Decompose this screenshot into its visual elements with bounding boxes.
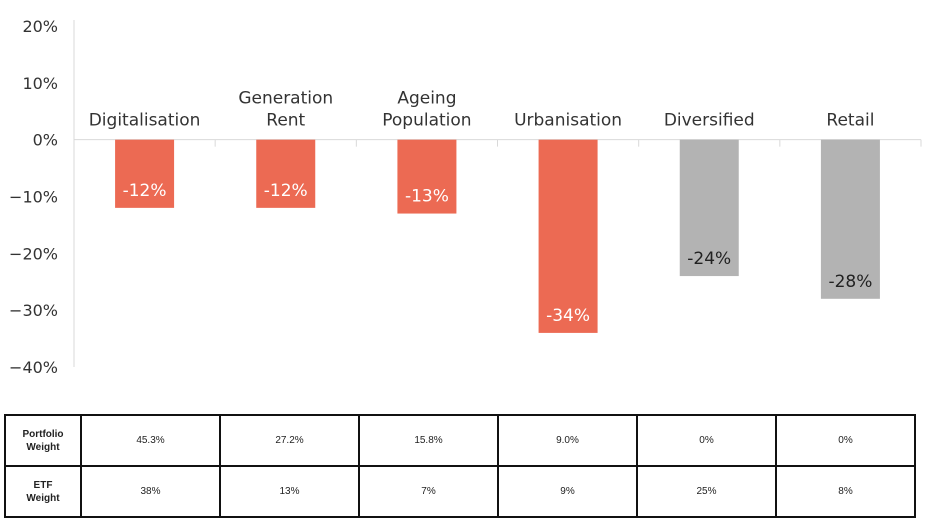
row-header-line: Portfolio	[22, 428, 64, 440]
y-tick-label: −20%	[9, 244, 58, 263]
table-cell: 13%	[219, 465, 360, 518]
row-header-line: Weight	[26, 441, 60, 453]
category-label: Retail	[826, 111, 874, 131]
data-label: -12%	[264, 181, 308, 201]
table-cell: 27.2%	[219, 414, 360, 467]
data-label: -34%	[546, 306, 590, 326]
table-cell: 9.0%	[497, 414, 638, 467]
bar	[115, 139, 175, 208]
bar	[820, 139, 880, 299]
table-cell: 0%	[775, 414, 916, 467]
category-label: Rent	[266, 111, 305, 131]
table-cell: 25%	[636, 465, 777, 518]
category-label: Urbanisation	[514, 111, 622, 131]
category-label: Diversified	[664, 111, 755, 131]
category-label: Population	[382, 111, 471, 131]
row-header-line: Weight	[26, 492, 60, 504]
table-cell: 15.8%	[358, 414, 499, 467]
bar	[397, 139, 457, 214]
row-header-line: ETF	[33, 479, 53, 491]
bar	[538, 139, 598, 333]
data-label: -24%	[687, 249, 731, 269]
y-tick-label: −30%	[9, 301, 58, 320]
table-row: Portfolio Weight 45.3% 27.2% 15.8% 9.0% …	[4, 414, 916, 467]
table-cell: 8%	[775, 465, 916, 518]
table-cell: 38%	[80, 465, 221, 518]
table-cell: 0%	[636, 414, 777, 467]
row-header: Portfolio Weight	[4, 414, 82, 467]
table-cell: 45.3%	[80, 414, 221, 467]
bar	[679, 139, 739, 277]
y-tick-label: −40%	[9, 358, 58, 377]
category-label: Generation	[238, 89, 333, 109]
table-row: ETF Weight 38% 13% 7% 9% 25% 8%	[4, 465, 916, 518]
y-tick-label: 10%	[22, 74, 58, 93]
y-tick-label: −10%	[9, 188, 58, 207]
category-label: Ageing	[397, 89, 456, 109]
bar-chart: 20% 10% 0% −10% −20% −30% −40% Digitalisation -1…	[9, 17, 922, 377]
data-label: -13%	[405, 187, 449, 207]
row-header: ETF Weight	[4, 465, 82, 518]
data-label: -28%	[828, 272, 872, 292]
table-cell: 9%	[497, 465, 638, 518]
y-tick-label: 0%	[33, 131, 58, 150]
table-cell: 7%	[358, 465, 499, 518]
data-label: -12%	[123, 181, 167, 201]
bar	[256, 139, 316, 208]
category-label: Digitalisation	[89, 111, 201, 131]
weights-table: Portfolio Weight 45.3% 27.2% 15.8% 9.0% …	[4, 414, 916, 518]
y-tick-label: 20%	[22, 17, 58, 36]
